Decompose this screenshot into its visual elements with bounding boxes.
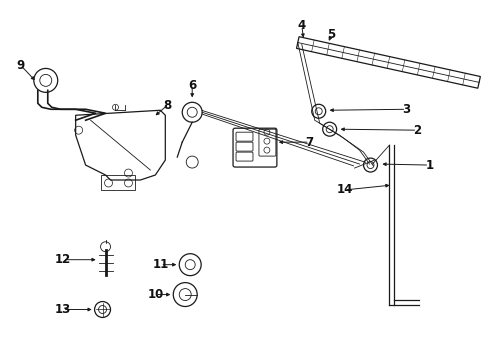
Text: 7: 7 [305,136,313,149]
Text: 9: 9 [17,59,25,72]
Text: 8: 8 [163,99,171,112]
Text: 14: 14 [336,184,352,197]
Text: 3: 3 [402,103,409,116]
Text: 12: 12 [55,253,71,266]
Text: 10: 10 [147,288,163,301]
Text: 6: 6 [188,79,196,92]
Text: 1: 1 [425,158,432,172]
Text: 5: 5 [327,28,335,41]
Text: 13: 13 [55,303,71,316]
Text: 4: 4 [297,19,305,32]
Text: 11: 11 [152,258,168,271]
Text: 2: 2 [412,124,421,137]
